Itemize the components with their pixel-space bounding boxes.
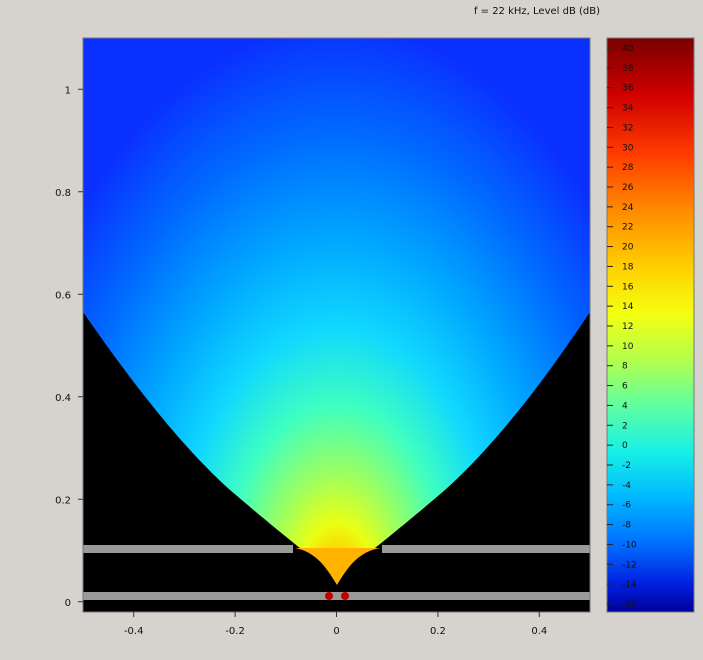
colorbar-tick-label: 0 [622,441,628,451]
y-tick-label: 0 [65,598,71,609]
colorbar-tick-label: -4 [622,481,631,491]
source-marker-left [325,592,333,600]
lower-plate [83,592,590,600]
y-tick-label: 1 [65,85,71,96]
colorbar-tick-label: 16 [622,282,634,292]
colorbar-tick-label: 30 [622,143,634,153]
chart-title: f = 22 kHz, Level dB (dB) [474,6,600,17]
upper-plate-right [382,545,590,553]
colorbar-tick-label: -12 [622,560,637,570]
cavity-shadow-right [342,548,384,585]
colorbar-tick-label: 36 [622,84,634,94]
plot-area [83,38,590,612]
shadow-right [375,312,590,548]
colorbar-tick-label: -6 [622,501,631,511]
colorbar-tick-label: 14 [622,302,634,312]
x-tick-label: 0 [333,626,339,637]
colorbar-tick-label: -2 [622,461,631,471]
colorbar-ticks: 4038363432302826242220181614121086420-2-… [607,44,637,610]
colorbar-tick-label: -10 [622,540,637,550]
colorbar-tick-label: 12 [622,322,633,332]
cavity-shadow-left [290,548,332,585]
colorbar-tick-label: -8 [622,521,631,531]
source-marker-right [341,592,349,600]
colorbar-tick-label: 2 [622,421,628,431]
y-tick-label: 0.6 [55,290,71,301]
x-tick-label: 0.4 [531,626,547,637]
colorbar-tick-label: 40 [622,44,634,54]
y-tick-label: 0.4 [55,393,71,404]
colorbar-tick-label: 6 [622,382,628,392]
colorbar-tick-label: 20 [622,243,634,253]
x-tick-label: -0.2 [225,626,245,637]
colorbar-tick-label: 24 [622,203,634,213]
x-tick-label: -0.4 [124,626,144,637]
colorbar-tick-label: 18 [622,262,634,272]
colorbar-tick-label: -14 [622,580,637,590]
colorbar-tick-label: -16 [622,600,637,610]
y-axis: 0 0.2 0.4 0.6 0.8 1 [55,85,83,609]
colorbar-tick-label: 34 [622,104,634,114]
colorbar-tick-label: 28 [622,163,634,173]
colorbar-tick-label: 10 [622,342,634,352]
x-tick-label: 0.2 [430,626,446,637]
y-tick-label: 0.8 [55,188,71,199]
colorbar-tick-label: 26 [622,183,634,193]
colorbar [606,37,695,613]
colorbar-tick-label: 22 [622,223,633,233]
upper-plate-left [83,545,293,553]
colorbar-tick-label: 4 [622,401,628,411]
colorbar-tick-label: 38 [622,64,634,74]
x-axis: -0.4 -0.2 0 0.2 0.4 [124,612,547,637]
cavity-field [295,548,380,585]
colorbar-tick-label: 32 [622,123,633,133]
y-tick-label: 0.2 [55,495,71,506]
colorbar-tick-label: 8 [622,362,628,372]
shadow-left [83,312,300,548]
